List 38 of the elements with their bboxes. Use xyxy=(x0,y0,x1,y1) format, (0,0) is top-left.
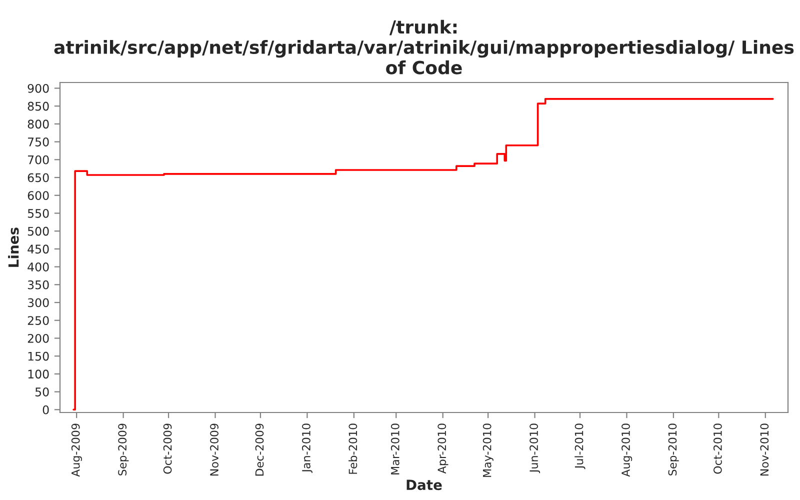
y-tick-label: 0 xyxy=(42,405,49,414)
y-tick-label: 900 xyxy=(28,84,49,93)
x-tick-label: Oct-2010 xyxy=(713,424,722,474)
y-tick-label: 650 xyxy=(28,173,49,182)
y-tick-label: 350 xyxy=(28,280,49,290)
y-tick-label: 750 xyxy=(28,138,49,146)
y-tick-label: 150 xyxy=(28,352,49,361)
y-tick-label: 800 xyxy=(28,120,49,129)
y-tick-label: 600 xyxy=(28,191,49,200)
x-tick-label: Apr-2010 xyxy=(438,424,448,474)
x-tick-label: Dec-2009 xyxy=(255,424,264,476)
x-tick-label: Feb-2010 xyxy=(348,424,358,474)
y-tick-label: 100 xyxy=(28,370,49,379)
y-tick-label: 700 xyxy=(28,155,49,164)
x-tick-label: Jan-2010 xyxy=(302,424,312,473)
x-tick-label: Aug-2010 xyxy=(622,424,632,477)
y-tick-label: 450 xyxy=(28,244,49,254)
x-tick-label: Nov-2009 xyxy=(210,424,218,476)
y-tick-label: 850 xyxy=(28,102,49,111)
y-tick-label: 400 xyxy=(28,262,49,272)
x-tick-label: Sep-2009 xyxy=(118,424,129,476)
x-tick-label: Oct-2009 xyxy=(163,424,172,474)
y-axis-title: Lines xyxy=(8,228,19,267)
x-tick-label: Jun-2010 xyxy=(530,424,540,474)
x-tick-label: Sep-2010 xyxy=(668,424,679,476)
y-tick-label: 300 xyxy=(28,298,49,308)
y-tick-label: 50 xyxy=(35,388,49,396)
chart-title: /trunk: atrinik/src/app/net/sf/gridarta/var/atrinik/gui/mappropertiesdialog/ Lines of Code xyxy=(54,20,794,74)
y-tick-label: 550 xyxy=(28,208,49,218)
x-tick-label: Aug-2009 xyxy=(71,424,82,477)
y-tick-label: 200 xyxy=(28,334,49,343)
x-axis-title: Date xyxy=(406,480,442,490)
x-tick-label: Jul-2010 xyxy=(574,424,586,470)
x-tick-label: Mar-2010 xyxy=(390,424,400,474)
x-tick-label: Nov-2010 xyxy=(760,424,769,476)
y-tick-label: 500 xyxy=(28,226,49,236)
x-tick-label: May-2010 xyxy=(482,424,494,477)
y-tick-label: 250 xyxy=(28,316,49,326)
